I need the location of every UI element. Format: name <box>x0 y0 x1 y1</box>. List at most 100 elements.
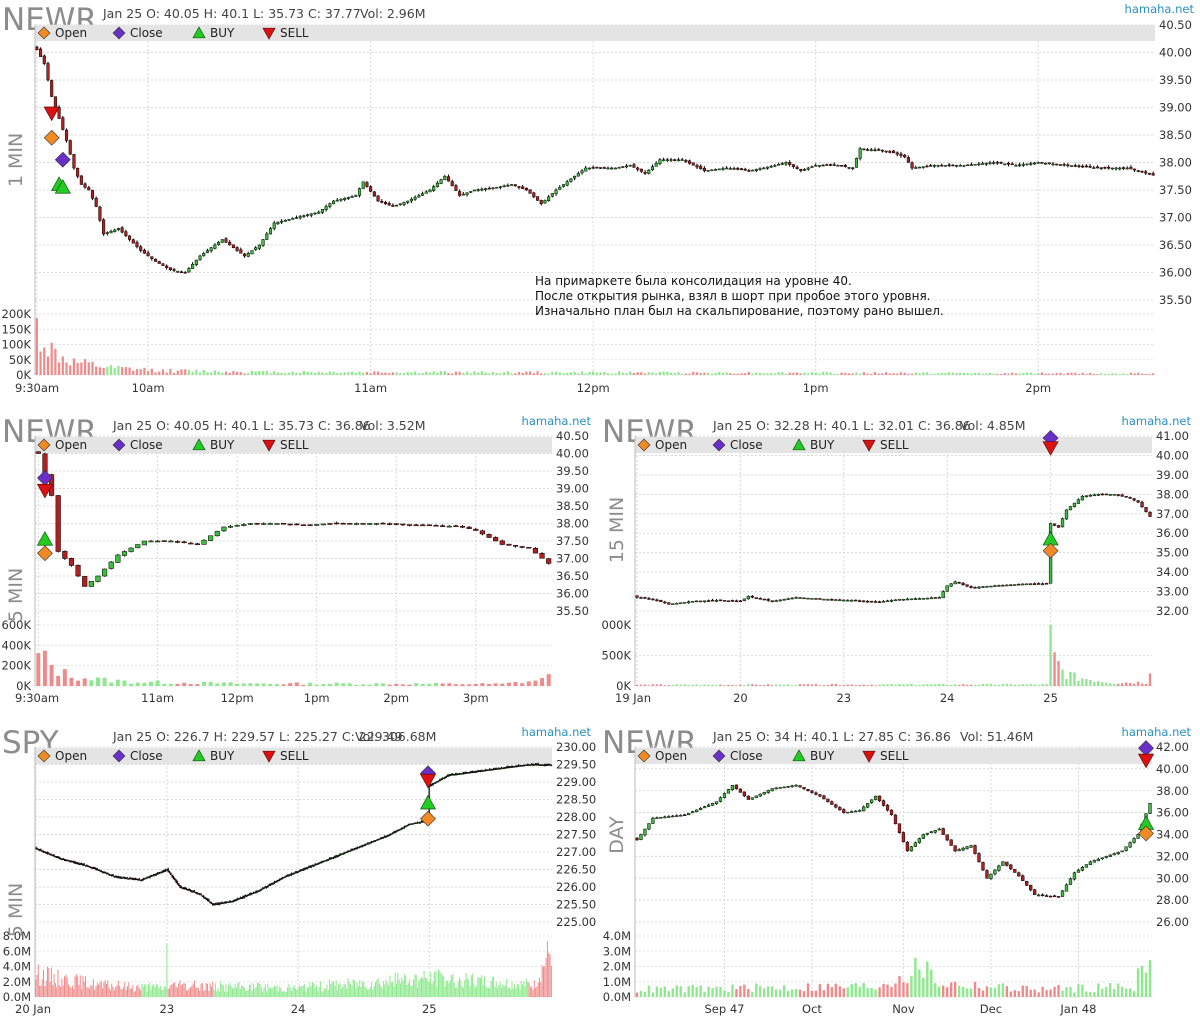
candle <box>1062 162 1066 167</box>
candle-body <box>257 890 260 892</box>
candle-body <box>201 895 204 897</box>
candle <box>774 787 778 790</box>
volume-bar <box>732 373 736 375</box>
volume-bar <box>511 981 513 997</box>
legend-bar <box>35 437 552 453</box>
candle <box>307 865 310 869</box>
candle <box>40 848 42 852</box>
candle-body <box>474 771 476 773</box>
y-tick-label: 225.50 <box>556 898 596 912</box>
volume-bar <box>425 371 428 375</box>
candle <box>1120 850 1124 853</box>
vol-tick-label: 100K <box>2 338 32 352</box>
candle <box>139 879 142 882</box>
volume-bar <box>402 980 404 997</box>
y-tick-label: 40.00 <box>1156 448 1189 462</box>
volume-bar <box>202 369 205 375</box>
volume-bar <box>120 988 122 997</box>
candle <box>406 825 408 827</box>
candle <box>917 166 922 169</box>
candle-body <box>413 197 417 200</box>
volume-bar <box>1017 991 1020 997</box>
candle <box>176 270 180 274</box>
candle <box>287 219 291 222</box>
candle-body <box>1005 584 1009 587</box>
candle-body <box>969 164 973 166</box>
candle-body <box>814 165 818 167</box>
candle-body <box>406 200 410 203</box>
candle-body <box>1072 502 1077 507</box>
volume-bar <box>125 989 127 997</box>
volume-bar <box>470 975 472 997</box>
candle-body <box>198 255 202 260</box>
volume-bar <box>191 985 193 997</box>
volume-bar <box>79 975 81 997</box>
candle-body <box>706 804 711 807</box>
candle-body <box>118 876 121 879</box>
candle-body <box>179 885 181 888</box>
candle <box>794 784 798 787</box>
candle <box>406 524 413 527</box>
candle-body <box>1032 162 1037 165</box>
volume-bar <box>781 372 784 375</box>
volume-bar <box>1085 374 1088 375</box>
candle <box>659 816 663 819</box>
candle-body <box>370 841 373 844</box>
candle <box>98 205 102 223</box>
candle-body <box>391 204 395 207</box>
candle <box>420 523 426 527</box>
volume-bar <box>268 683 273 686</box>
volume-bar <box>643 373 647 375</box>
volume-bar <box>679 986 682 997</box>
y-tick-label: 39.00 <box>1156 468 1189 482</box>
volume-bar <box>487 987 489 997</box>
candle-body <box>309 213 313 216</box>
candle <box>218 902 221 906</box>
candle <box>435 180 439 188</box>
volume-bar <box>248 683 253 686</box>
candle <box>421 191 425 197</box>
candle-body <box>336 855 339 857</box>
candle <box>714 801 719 805</box>
legend-label-open: Open <box>55 438 87 452</box>
volume-bar <box>458 977 460 997</box>
candle <box>758 793 762 797</box>
candle <box>516 765 518 768</box>
candle-body <box>228 241 232 246</box>
volume-bar <box>518 984 520 997</box>
volume-bar <box>396 983 398 997</box>
candle <box>1116 493 1120 497</box>
candle-body <box>227 901 230 903</box>
candle-body <box>142 878 145 881</box>
candle-body <box>536 764 538 766</box>
candle-body <box>166 869 168 871</box>
volume-bar <box>992 373 995 375</box>
candle-body <box>374 840 377 842</box>
volume-bar <box>78 984 80 997</box>
candle <box>826 598 830 601</box>
candle-body <box>69 860 71 862</box>
volume-bar <box>402 373 406 375</box>
candle <box>188 888 190 891</box>
candle-body <box>160 871 163 873</box>
candle-body <box>128 547 134 552</box>
y-tick-label: 227.00 <box>556 845 596 859</box>
volume-bar <box>422 978 424 997</box>
candle <box>774 599 778 602</box>
candle <box>398 203 402 206</box>
candle <box>534 762 537 766</box>
candle <box>214 530 220 537</box>
candle <box>53 96 57 108</box>
candle-body <box>695 165 699 168</box>
volume-bar <box>847 373 851 375</box>
candle <box>469 771 471 774</box>
candle <box>802 597 806 600</box>
candle <box>523 764 525 767</box>
candle <box>1084 864 1089 868</box>
candle-body <box>413 524 419 527</box>
candle-body <box>1088 495 1092 497</box>
candle <box>244 894 247 898</box>
legend-marker-sell <box>862 439 876 452</box>
candle-body <box>426 524 432 527</box>
candle-body <box>261 239 265 246</box>
